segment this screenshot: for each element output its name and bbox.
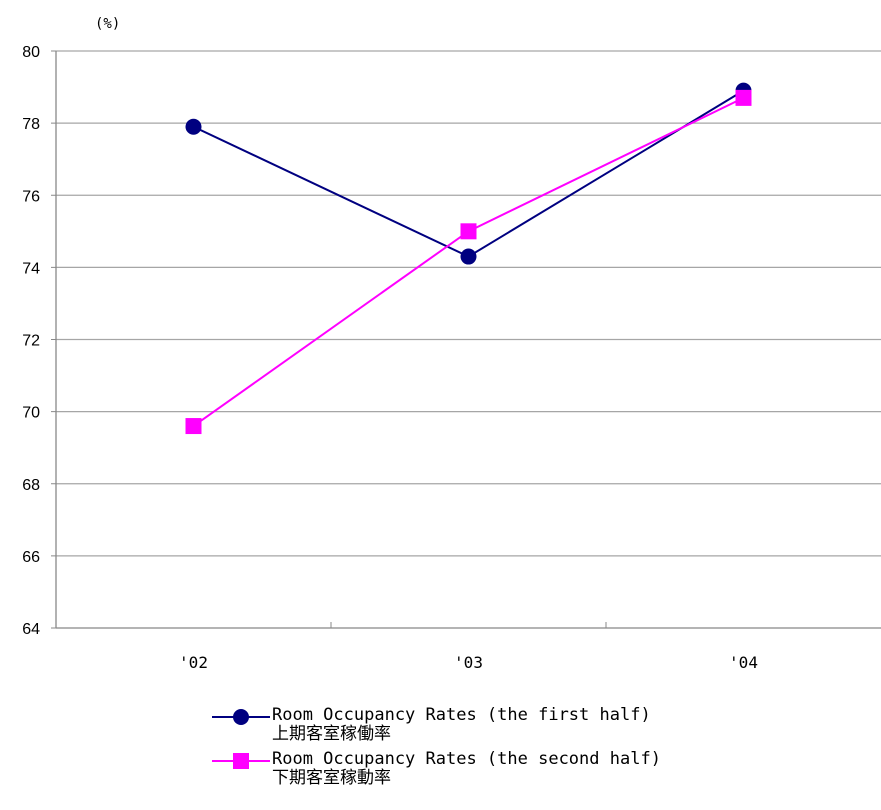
x-tick-label: '04 [729, 653, 758, 672]
legend-label-first-half-ja: 上期客室稼働率 [272, 724, 391, 744]
x-tick-label: '03 [454, 653, 483, 672]
series-layer [185, 82, 752, 435]
y-tick-label: 66 [22, 549, 40, 566]
y-tick-label: 80 [22, 44, 40, 61]
data-point-square [460, 223, 477, 240]
data-point-square [735, 89, 752, 106]
line-chart: (%) 64 66 68 70 72 74 76 78 80 '02 '03 '04 [22, 16, 881, 672]
x-tick-label: '02 [179, 653, 208, 672]
axes [51, 50, 881, 629]
y-tick-label: 76 [22, 188, 40, 205]
legend-label-second-half-ja: 下期客室稼動率 [272, 768, 391, 788]
legend-label-first-half: Room Occupancy Rates (the first half) [272, 705, 651, 725]
y-tick-label: 78 [22, 116, 40, 133]
y-tick-label: 72 [22, 333, 40, 350]
x-tick-labels: '02 '03 '04 [179, 653, 758, 672]
gridlines [56, 50, 881, 557]
data-point-circle [185, 118, 202, 135]
y-tick-label: 70 [22, 405, 40, 422]
legend-item-second-half: Room Occupancy Rates (the second half) 下… [210, 750, 661, 788]
y-tick-label: 64 [22, 621, 40, 638]
legend-item-first-half: Room Occupancy Rates (the first half) 上期… [210, 706, 661, 744]
legend-swatch-circle [212, 709, 270, 725]
y-tick-label: 68 [22, 477, 40, 494]
y-tick-labels: 64 66 68 70 72 74 76 78 80 [22, 44, 40, 638]
y-unit-label: (%) [95, 16, 120, 32]
data-point-square [185, 418, 202, 435]
y-tick-label: 74 [22, 260, 40, 277]
legend: Room Occupancy Rates (the first half) 上期… [210, 706, 661, 794]
legend-swatch-square [212, 753, 270, 769]
legend-label-second-half: Room Occupancy Rates (the second half) [272, 749, 661, 769]
data-point-circle [460, 248, 477, 265]
